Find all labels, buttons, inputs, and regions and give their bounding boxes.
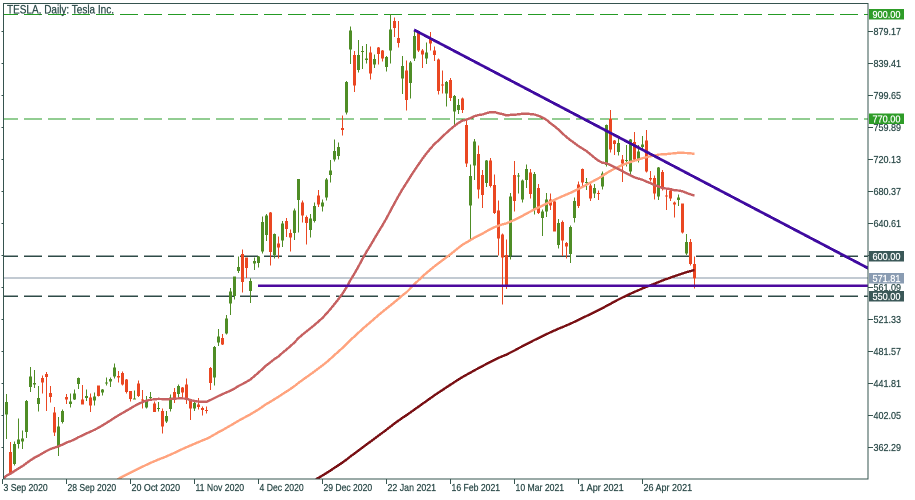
svg-text:11 Nov 2020: 11 Nov 2020 xyxy=(196,482,245,494)
svg-text:720.13: 720.13 xyxy=(874,154,902,166)
svg-text:441.81: 441.81 xyxy=(874,378,902,390)
svg-text:29 Dec 2020: 29 Dec 2020 xyxy=(324,482,373,494)
svg-text:600.00: 600.00 xyxy=(873,251,901,263)
svg-text:26 Apr 2021: 26 Apr 2021 xyxy=(644,482,693,494)
svg-text:16 Feb 2021: 16 Feb 2021 xyxy=(452,482,501,494)
svg-text:10 Mar 2021: 10 Mar 2021 xyxy=(516,482,565,494)
svg-text:362.29: 362.29 xyxy=(874,442,902,454)
svg-text:28 Sep 2020: 28 Sep 2020 xyxy=(68,482,117,494)
svg-text:3 Sep 2020: 3 Sep 2020 xyxy=(4,482,48,494)
svg-text:799.65: 799.65 xyxy=(874,90,902,102)
svg-text:571.81: 571.81 xyxy=(873,273,901,285)
svg-text:770.00: 770.00 xyxy=(873,114,901,126)
svg-text:20 Oct 2020: 20 Oct 2020 xyxy=(132,482,181,494)
svg-text:550.00: 550.00 xyxy=(873,291,901,303)
svg-text:680.37: 680.37 xyxy=(874,186,902,198)
svg-text:640.61: 640.61 xyxy=(874,218,902,230)
svg-text:1 Apr 2021: 1 Apr 2021 xyxy=(580,482,624,494)
svg-text:481.57: 481.57 xyxy=(874,346,902,358)
svg-text:900.00: 900.00 xyxy=(873,9,901,21)
svg-text:839.41: 839.41 xyxy=(874,58,902,70)
svg-text:402.05: 402.05 xyxy=(874,410,902,422)
svg-text:521.33: 521.33 xyxy=(874,314,902,326)
svg-text:759.89: 759.89 xyxy=(874,122,902,134)
svg-text:TESLA, Daily: Tesla Inc.: TESLA, Daily: Tesla Inc. xyxy=(7,5,114,17)
svg-text:879.17: 879.17 xyxy=(874,26,902,38)
svg-text:4 Dec 2020: 4 Dec 2020 xyxy=(260,482,304,494)
svg-text:22 Jan 2021: 22 Jan 2021 xyxy=(388,482,437,494)
